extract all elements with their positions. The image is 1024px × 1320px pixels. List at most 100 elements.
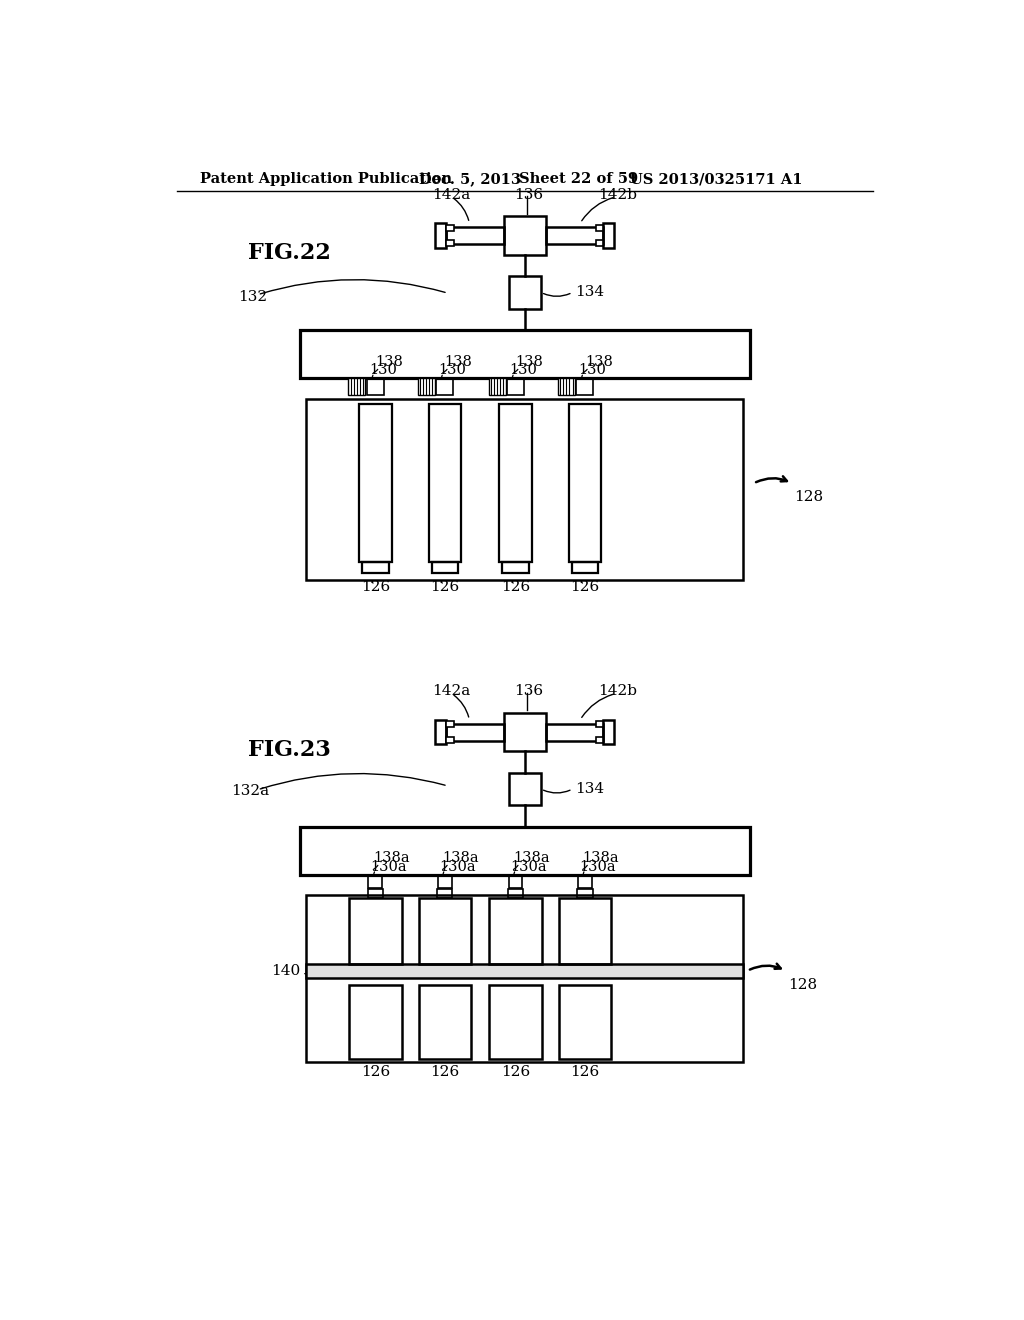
Bar [438, 875, 452, 888]
Bar [429, 404, 461, 562]
Text: 126: 126 [430, 1065, 460, 1080]
Bar [504, 713, 547, 751]
Bar [596, 737, 603, 743]
Text: 126: 126 [360, 1065, 390, 1080]
Bar [446, 737, 454, 743]
Bar [558, 378, 574, 395]
Bar [578, 875, 592, 888]
Text: 130: 130 [370, 363, 397, 378]
Bar [509, 875, 522, 888]
Text: 130: 130 [438, 363, 467, 378]
Text: FIG.22: FIG.22 [248, 242, 331, 264]
Bar [596, 721, 603, 727]
Bar [306, 964, 743, 978]
Text: 126: 126 [360, 581, 390, 594]
Text: 132a: 132a [230, 784, 268, 799]
Text: 128: 128 [788, 978, 817, 991]
Bar [300, 330, 750, 378]
Bar [488, 378, 506, 395]
Bar [349, 985, 401, 1059]
Bar [349, 899, 401, 964]
Bar [559, 985, 611, 1059]
Text: 138: 138 [585, 355, 612, 370]
Bar [500, 404, 531, 562]
Bar [596, 224, 603, 231]
Text: 130a: 130a [439, 859, 476, 874]
Bar [603, 719, 614, 744]
Text: 138: 138 [376, 355, 403, 370]
Text: Patent Application Publication: Patent Application Publication [200, 172, 452, 186]
Text: Sheet 22 of 59: Sheet 22 of 59 [519, 172, 639, 186]
Bar [419, 985, 471, 1059]
Bar [489, 899, 542, 964]
Bar [446, 721, 454, 727]
Bar [437, 890, 453, 899]
Text: 138a: 138a [583, 850, 620, 865]
Bar [577, 378, 593, 395]
Text: 132: 132 [239, 290, 267, 304]
Bar [507, 378, 524, 395]
Bar [300, 826, 750, 875]
Text: Dec. 5, 2013: Dec. 5, 2013 [419, 172, 521, 186]
Text: 138a: 138a [373, 850, 410, 865]
Text: 138: 138 [515, 355, 544, 370]
Bar [568, 404, 601, 562]
Text: FIG.23: FIG.23 [248, 739, 331, 760]
Text: 142b: 142b [598, 684, 637, 698]
Bar [546, 723, 603, 741]
Bar [359, 404, 391, 562]
Bar [436, 378, 454, 395]
Bar [435, 223, 446, 248]
Bar [446, 224, 454, 231]
Bar [435, 719, 446, 744]
Bar [509, 276, 541, 309]
Bar [306, 895, 743, 1063]
Bar [446, 240, 454, 246]
Bar [489, 985, 542, 1059]
Bar [367, 378, 384, 395]
Bar [432, 562, 458, 573]
Bar [503, 562, 528, 573]
Text: 130a: 130a [510, 859, 547, 874]
Text: 142b: 142b [598, 187, 637, 202]
Text: 126: 126 [430, 581, 460, 594]
Text: 134: 134 [574, 781, 604, 796]
Text: 136: 136 [514, 187, 543, 202]
Text: 142a: 142a [432, 684, 471, 698]
Bar [603, 223, 614, 248]
Text: 126: 126 [501, 1065, 530, 1080]
Text: 138a: 138a [442, 850, 479, 865]
Text: 142a: 142a [432, 187, 471, 202]
Text: 130a: 130a [370, 859, 407, 874]
Bar [578, 890, 593, 899]
Bar [419, 899, 471, 964]
Text: 126: 126 [570, 1065, 599, 1080]
Bar [559, 899, 611, 964]
Text: 140: 140 [270, 964, 300, 978]
Bar [446, 723, 504, 741]
Text: 136: 136 [514, 684, 543, 698]
Text: 130a: 130a [580, 859, 616, 874]
Text: 138: 138 [444, 355, 473, 370]
Bar [509, 774, 541, 805]
Bar [362, 562, 388, 573]
Bar [571, 562, 598, 573]
Bar [368, 890, 383, 899]
Bar [418, 378, 435, 395]
Bar [504, 216, 547, 255]
Bar [306, 399, 743, 579]
Text: 134: 134 [574, 285, 604, 300]
Text: 130: 130 [579, 363, 606, 378]
Text: 126: 126 [501, 581, 530, 594]
Bar [546, 227, 603, 244]
Text: 126: 126 [570, 581, 599, 594]
Text: US 2013/0325171 A1: US 2013/0325171 A1 [630, 172, 802, 186]
Bar [508, 890, 523, 899]
Bar [446, 227, 504, 244]
Bar [369, 875, 382, 888]
Bar [596, 240, 603, 246]
Text: 128: 128 [795, 490, 823, 504]
Text: 130: 130 [509, 363, 538, 378]
Text: 138a: 138a [513, 850, 550, 865]
Bar [348, 378, 366, 395]
